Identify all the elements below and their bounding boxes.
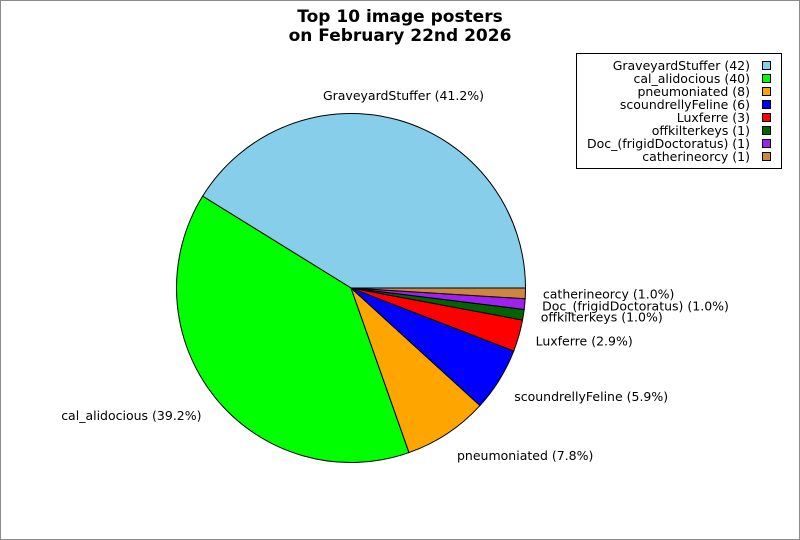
chart-title-line2: on February 22nd 2026 — [288, 26, 512, 46]
legend-item: GraveyardStuffer (42) — [587, 58, 772, 73]
legend-item: Doc_(frigidDoctoratus) (1) — [587, 136, 772, 151]
pie-slice-label: scoundrellyFeline (5.9%) — [514, 389, 669, 404]
legend-color-swatch — [762, 152, 772, 161]
legend-color-swatch — [762, 126, 772, 135]
legend-item-label: Luxferre (3) — [676, 110, 751, 125]
legend-item-label: cal_alidocious (40) — [633, 71, 751, 86]
legend-color-swatch — [762, 61, 772, 70]
legend-item-label: Doc_(frigidDoctoratus) (1) — [587, 136, 751, 151]
legend-item-label: GraveyardStuffer (42) — [612, 58, 751, 73]
legend-color-swatch — [762, 87, 772, 96]
legend-item: pneumoniated (8) — [587, 84, 772, 99]
legend-color-swatch — [762, 113, 772, 122]
chart-title: Top 10 image posters on February 22nd 20… — [1, 8, 799, 46]
pie-slice-label: cal_alidocious (39.2%) — [61, 408, 202, 424]
legend-item: Luxferre (3) — [587, 110, 772, 125]
legend-color-swatch — [762, 74, 772, 83]
legend-color-swatch — [762, 139, 772, 148]
pie-slice — [350, 287, 527, 300]
legend-item: catherineorcy (1) — [587, 149, 772, 164]
pie-slice — [176, 195, 410, 463]
pie-slice-label: GraveyardStuffer (41.2%) — [322, 88, 485, 104]
legend-item-label: offkilterkeys (1) — [651, 123, 751, 138]
legend-color-swatch — [762, 100, 772, 109]
legend-item: cal_alidocious (40) — [587, 71, 772, 86]
pie-slice — [201, 113, 527, 289]
legend: GraveyardStuffer (42) cal_alidocious (40)… — [576, 53, 783, 169]
legend-item-label: pneumoniated (8) — [637, 84, 751, 99]
pie-slice-label: catherineorcy (1.0%) — [542, 286, 675, 302]
pie-slice-label: offkilterkeys (1.0%) — [540, 309, 663, 325]
legend-item-label: catherineorcy (1) — [642, 149, 751, 164]
pie-slice-label: Doc_(frigidDoctoratus) (1.0%) — [542, 298, 729, 314]
legend-item: scoundrellyFeline (6) — [587, 97, 772, 112]
chart-title-line1: Top 10 image posters — [297, 7, 503, 27]
pie-slice-label: pneumoniated (7.8%) — [457, 448, 594, 463]
pie-slice-label: Luxferre (2.9%) — [535, 333, 633, 348]
legend-item: offkilterkeys (1) — [587, 123, 772, 138]
legend-item-label: scoundrellyFeline (6) — [619, 97, 751, 112]
